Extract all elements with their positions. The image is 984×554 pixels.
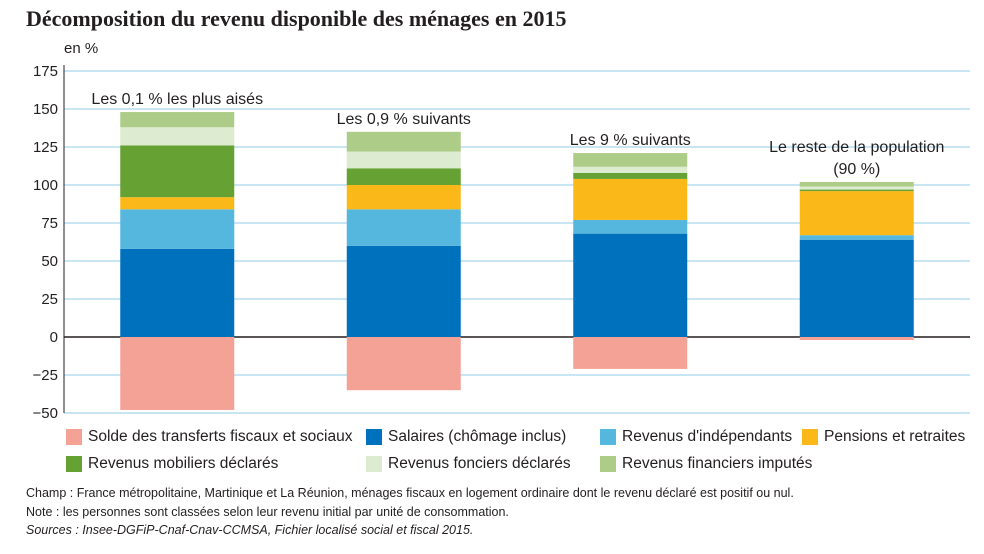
chart-title: Décomposition du revenu disponible des m… (26, 6, 567, 31)
legend-item: Salaires (chômage inclus) (366, 428, 566, 446)
bar-segment (573, 166, 688, 173)
legend-label: Revenus d'indépendants (622, 428, 793, 445)
y-tick-label: 150 (33, 101, 58, 118)
bar-segment (346, 131, 461, 152)
y-axis-unit-label: en % (64, 40, 99, 57)
bar-segment (573, 337, 688, 369)
bar-segment (346, 209, 461, 246)
legend-item: Revenus fonciers déclarés (366, 455, 571, 473)
bar-segment (573, 178, 688, 220)
bar-segment (120, 145, 235, 198)
y-tick-label: 0 (50, 329, 58, 346)
scope-note: Champ : France métropolitaine, Martiniqu… (26, 486, 794, 500)
bar-segment (346, 337, 461, 391)
bar-segment (120, 112, 235, 128)
legend-item: Revenus financiers imputés (600, 455, 812, 473)
legend-item: Pensions et retraites (802, 428, 965, 446)
bar-segment (346, 168, 461, 185)
bar-segment (120, 337, 235, 410)
bar-segment (120, 197, 235, 210)
category-label: Les 9 % suivants (570, 132, 691, 149)
legend-label: Salaires (chômage inclus) (388, 428, 567, 445)
legend-swatch (66, 456, 82, 472)
legend-label: Solde des transferts fiscaux et sociaux (88, 428, 353, 445)
sources-note: Sources : Insee-DGFiP-Cnaf-Cnav-CCMSA, F… (26, 523, 474, 537)
y-tick-label: −50 (33, 405, 58, 422)
y-tick-label: 125 (33, 139, 58, 156)
legend-item: Solde des transferts fiscaux et sociaux (66, 428, 353, 446)
legend-swatch (802, 429, 818, 445)
bar-segment (346, 185, 461, 210)
y-tick-label: 50 (41, 253, 58, 270)
category-label: (90 %) (833, 161, 880, 178)
bar-segment (799, 186, 914, 190)
y-tick-label: 75 (41, 215, 58, 232)
legend-label: Pensions et retraites (824, 428, 966, 445)
bar-segment (573, 172, 688, 179)
legend-label: Revenus fonciers déclarés (388, 455, 571, 472)
stacked-bar-chart: 175 150 125 100 75 50 25 0 −25 −50 Les 0,1 % les p… (33, 63, 970, 422)
legend-item: Revenus mobiliers déclarés (66, 455, 278, 473)
bar-segment (573, 219, 688, 234)
y-tick-label: −25 (33, 367, 58, 384)
ranking-note: Note : les personnes sont classées selon… (26, 504, 509, 519)
y-tick-label: 175 (33, 63, 58, 80)
legend-item: Revenus d'indépendants (600, 428, 792, 446)
bar-segment (120, 248, 235, 337)
y-tick-label: 100 (33, 177, 58, 194)
legend-swatch (66, 429, 82, 445)
legend-swatch (366, 429, 382, 445)
bar-segment (346, 151, 461, 169)
bar-segment (799, 181, 914, 187)
bar-segment (120, 209, 235, 249)
bar-segment (573, 153, 688, 167)
y-tick-label: 25 (41, 291, 58, 308)
category-label: Les 0,1 % les plus aisés (91, 91, 263, 108)
bar-segment (799, 189, 914, 192)
legend-swatch (366, 456, 382, 472)
category-label: Le reste de la population (769, 139, 944, 156)
legend-label: Revenus mobiliers déclarés (88, 455, 279, 472)
bar-segment (573, 233, 688, 337)
bar-segment (346, 245, 461, 337)
bar-segment (799, 235, 914, 240)
bar-segment (799, 191, 914, 236)
chart-legend: Solde des transferts fiscaux et sociaux S… (66, 428, 976, 478)
legend-swatch (600, 429, 616, 445)
legend-label: Revenus financiers imputés (622, 455, 813, 472)
bar-segment (799, 239, 914, 337)
bar-segment (120, 127, 235, 146)
legend-swatch (600, 456, 616, 472)
bar-segment (799, 337, 914, 341)
chart-notes: Champ : France métropolitaine, Martiniqu… (26, 484, 794, 540)
category-label: Les 0,9 % suivants (337, 111, 471, 128)
